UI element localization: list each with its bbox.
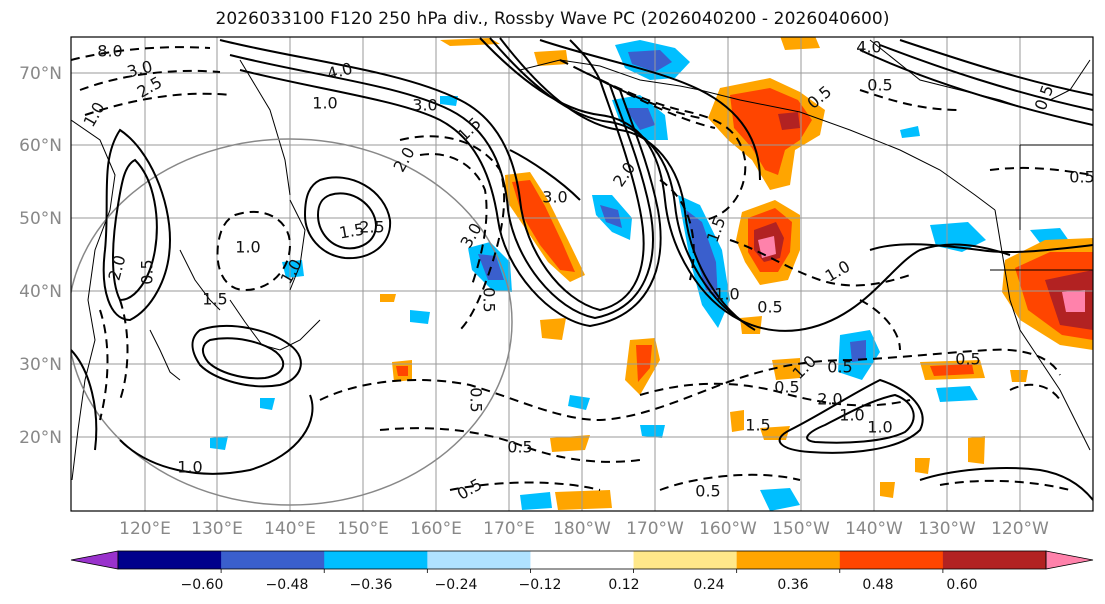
colorbar-tick-label: 0.12 [608,577,639,593]
contour-label: 4.0 [856,38,881,57]
colorbar-segment [324,551,428,569]
graticule [71,37,1093,511]
map-panel: 8.03.02.51.04.01.0 3.01.52.0 2.01.5 3.02.50… [71,37,1094,511]
longitude-labels: 120°E 130°E 140°E 150°E 160°E 170°E 180°… [119,519,1049,539]
contour-label: 0.5 [774,378,799,397]
colorbar-tick-label: 0.60 [946,577,977,593]
contour-label: 0.5 [827,358,852,377]
contour-label: 0.5 [138,259,157,284]
contour-label: 3.0 [542,188,567,207]
colorbar-segment [221,551,325,569]
contour-label: 0.5 [480,287,499,312]
contour-label: 0.5 [757,298,782,317]
lat-label: 60°N [19,136,62,156]
lon-label: 160°E [410,519,462,539]
lat-label: 40°N [19,282,62,302]
lon-label: 140°E [264,519,316,539]
dashed-contours [71,46,1093,491]
lat-label: 20°N [19,428,62,448]
lat-label: 30°N [19,355,62,375]
contour-label: 3.0 [412,96,437,115]
lon-label: 170°W [626,519,684,539]
contour-label: 1.0 [235,238,260,257]
contour-label: 2.0 [817,390,842,409]
lat-label: 50°N [19,209,62,229]
lon-label: 180°W [553,519,611,539]
colorbar-segment [839,551,944,569]
colorbar-frame [117,550,1047,570]
colorbar-extend-min [70,550,119,570]
map-title: 2026033100 F120 250 hPa div., Rossby Wav… [215,9,890,29]
contour-label: 1.0 [714,285,739,304]
latitude-labels: 70°N 60°N 50°N 40°N 30°N 20°N [19,64,62,448]
colorbar-segment [736,551,841,569]
lat-label: 70°N [19,64,62,84]
map-border [70,36,1094,512]
contour-label: 8.0 [97,42,122,61]
colorbar-tick-label: −0.60 [181,577,224,593]
lon-label: 160°W [699,519,757,539]
lon-label: 120°E [119,519,171,539]
colorbar-tick-label: 0.48 [862,577,893,593]
contour-label: 1.0 [867,418,892,437]
colorbar-segment [118,551,222,569]
contour-label: 1.5 [202,290,227,309]
colorbar-tick-label: 0.36 [777,577,808,593]
lon-label: 130°W [918,519,976,539]
lon-label: 130°E [191,519,243,539]
lon-label: 150°E [337,519,389,539]
colorbar-tick-label: −0.24 [435,577,478,593]
lon-label: 140°W [845,519,903,539]
colorbar-tick-label: −0.36 [350,577,393,593]
contour-label: 2.5 [359,218,384,237]
colorbar-segment [530,551,635,569]
colorbar-segment [942,551,1047,569]
lon-label: 150°W [772,519,830,539]
colorbar-tick-labels: −0.60 −0.48 −0.36 −0.24 −0.12 0.12 0.24 … [181,577,978,593]
contour-label: 1.5 [745,416,770,435]
contour-label: 0.5 [867,76,892,95]
contour-label: 1.5 [338,219,366,242]
contour-label: 0.5 [467,387,486,412]
colorbar-tick-label: 0.24 [693,577,724,593]
contour-label: 0.5 [507,438,532,457]
colorbar [70,550,1094,573]
contour-label: 0.5 [1069,168,1094,187]
colorbar-tick-label: −0.48 [266,577,309,593]
contour-label: 1.0 [312,94,337,113]
lon-label: 170°E [483,519,535,539]
contour-label: 1.0 [177,458,202,477]
colorbar-segment [633,551,738,569]
solid-contours [71,37,1093,501]
reference-circle [71,138,513,506]
lon-label: 120°W [991,519,1049,539]
colorbar-segment [427,551,531,569]
contour-label: 0.5 [955,350,980,369]
colorbar-extend-max [1045,550,1094,570]
contour-label: 0.5 [695,482,720,501]
contour-label: 1.0 [839,406,864,425]
colorbar-tick-label: −0.12 [519,577,562,593]
